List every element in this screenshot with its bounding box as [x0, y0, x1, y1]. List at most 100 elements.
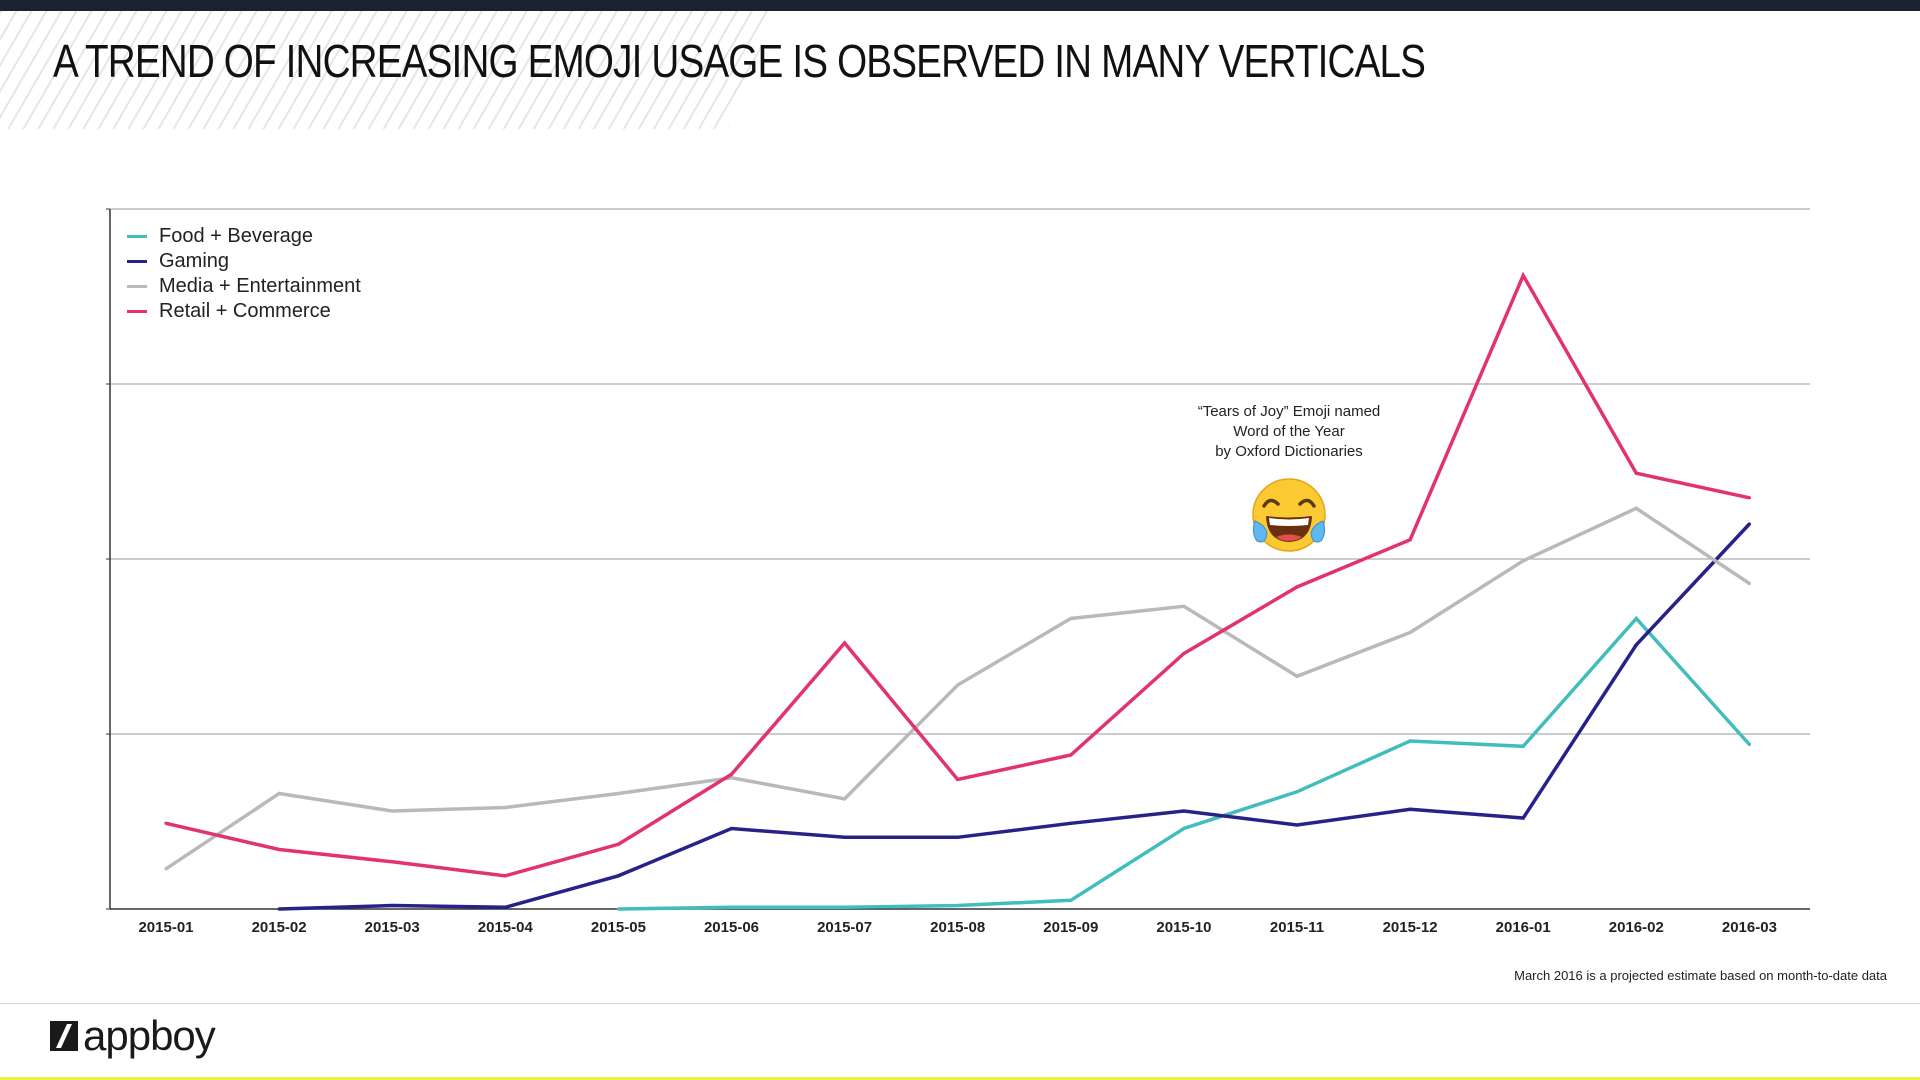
- legend-swatch-food-beverage: [127, 235, 147, 238]
- data-point-food-beverage-2015-08: [956, 903, 960, 908]
- data-point-gaming-2015-10: [1182, 809, 1186, 813]
- page-title: A TREND OF INCREASING EMOJI USAGE IS OBS…: [53, 35, 1426, 87]
- line-chart: 2015-01 2015-02 2015-03 2015-04 2015-05 2015-…: [106, 208, 1810, 936]
- legend-swatch-retail-commerce: [127, 310, 147, 313]
- legend-label-media-entertainment: Media + Entertainment: [159, 275, 361, 297]
- data-point-gaming-2015-08: [956, 835, 960, 839]
- data-point-retail-commerce-2015-04: [503, 874, 507, 878]
- tears-of-joy-emoji-icon: [1252, 478, 1326, 552]
- x-tick-label-2015-01: 2015-01: [138, 919, 193, 936]
- annotation-line-1: “Tears of Joy” Emoji named: [1197, 403, 1381, 420]
- data-point-media-entertainment-2015-11: [1295, 674, 1299, 678]
- legend-item-food-beverage: Food + Beverage: [127, 224, 361, 249]
- x-tick-label-2016-03: 2016-03: [1722, 919, 1777, 936]
- data-point-gaming-2015-09: [1069, 821, 1073, 825]
- data-point-gaming-2015-05: [616, 874, 621, 878]
- data-point-retail-commerce-2016-03: [1747, 496, 1751, 500]
- data-point-media-entertainment-2015-12: [1408, 630, 1412, 635]
- data-point-media-entertainment-2015-09: [1069, 616, 1073, 621]
- data-point-retail-commerce-2015-12: [1408, 538, 1412, 542]
- chart-legend: Food + Beverage Gaming Media + Entertain…: [127, 224, 361, 324]
- chart-annotation: “Tears of Joy” Emoji named Word of the Y…: [1139, 402, 1439, 462]
- data-point-retail-commerce-2015-02: [277, 847, 281, 852]
- legend-item-media-entertainment: Media + Entertainment: [127, 274, 361, 299]
- data-point-gaming-2015-04: [503, 905, 507, 909]
- data-point-gaming-2015-02: [277, 907, 281, 911]
- data-point-retail-commerce-2015-08: [956, 777, 960, 782]
- data-point-gaming-2016-03: [1747, 522, 1751, 526]
- x-tick-label-2015-06: 2015-06: [704, 919, 759, 936]
- top-bar: [0, 0, 1920, 11]
- x-tick-label-2016-01: 2016-01: [1496, 919, 1551, 936]
- x-tick-label-2015-07: 2015-07: [817, 919, 872, 936]
- data-point-retail-commerce-2015-07: [843, 641, 847, 645]
- data-point-retail-commerce-2016-01: [1521, 273, 1525, 278]
- data-point-food-beverage-2015-06: [729, 905, 734, 909]
- data-point-gaming-2015-07: [843, 835, 847, 839]
- footer-divider: [0, 1003, 1920, 1004]
- data-point-food-beverage-2016-01: [1521, 744, 1525, 748]
- data-point-retail-commerce-2015-03: [390, 860, 394, 864]
- appboy-logo-mark-icon: [50, 1021, 78, 1051]
- data-point-media-entertainment-2015-05: [616, 791, 621, 796]
- data-point-gaming-2015-12: [1408, 807, 1412, 811]
- data-point-retail-commerce-2015-09: [1069, 753, 1073, 757]
- x-tick-label-2015-02: 2015-02: [252, 919, 307, 936]
- data-point-retail-commerce-2015-10: [1182, 651, 1186, 656]
- data-point-media-entertainment-2015-10: [1182, 604, 1186, 608]
- data-point-retail-commerce-2015-05: [616, 842, 621, 846]
- legend-item-retail-commerce: Retail + Commerce: [127, 299, 361, 324]
- data-point-media-entertainment-2015-08: [956, 683, 960, 687]
- data-point-food-beverage-2015-05: [616, 907, 621, 911]
- data-point-gaming-2016-01: [1521, 816, 1525, 820]
- data-point-food-beverage-2015-12: [1408, 739, 1412, 743]
- bottom-accent-bar: [0, 1077, 1920, 1080]
- data-point-food-beverage-2015-09: [1069, 898, 1073, 902]
- header-hatch-pattern: [0, 11, 775, 129]
- data-point-food-beverage-2015-10: [1182, 826, 1186, 831]
- data-point-retail-commerce-2015-11: [1295, 585, 1299, 589]
- x-tick-label-2015-04: 2015-04: [478, 919, 534, 936]
- data-point-gaming-2015-11: [1295, 823, 1299, 827]
- data-point-retail-commerce-2016-02: [1634, 471, 1638, 475]
- data-point-gaming-2015-06: [729, 826, 734, 831]
- legend-swatch-gaming: [127, 260, 147, 263]
- data-point-food-beverage-2015-11: [1295, 790, 1299, 794]
- data-point-media-entertainment-2015-06: [729, 776, 734, 780]
- x-tick-label-2015-03: 2015-03: [365, 919, 420, 936]
- legend-label-gaming: Gaming: [159, 250, 230, 272]
- x-tick-label-2015-09: 2015-09: [1043, 919, 1098, 936]
- annotation-line-3: by Oxford Dictionaries: [1215, 443, 1363, 460]
- appboy-logo: appboy: [50, 1012, 216, 1060]
- x-tick-label-2015-05: 2015-05: [591, 919, 646, 936]
- data-point-food-beverage-2016-03: [1747, 742, 1751, 747]
- x-tick-label-2016-02: 2016-02: [1609, 919, 1664, 936]
- data-point-retail-commerce-2015-06: [729, 772, 734, 776]
- data-point-media-entertainment-2016-03: [1747, 581, 1751, 586]
- data-point-food-beverage-2015-07: [843, 905, 847, 909]
- data-point-gaming-2015-03: [390, 903, 394, 908]
- data-point-media-entertainment-2015-04: [503, 805, 507, 810]
- data-point-media-entertainment-2015-07: [843, 797, 847, 801]
- data-point-media-entertainment-2016-01: [1521, 559, 1525, 563]
- data-point-media-entertainment-2015-02: [277, 791, 281, 796]
- annotation-line-2: Word of the Year: [1233, 423, 1345, 440]
- footnote: March 2016 is a projected estimate based…: [1514, 968, 1887, 983]
- x-tick-label-2015-08: 2015-08: [930, 919, 985, 936]
- series-line-gaming: [279, 522, 1751, 911]
- x-tick-label-2015-11: 2015-11: [1270, 919, 1324, 936]
- logo-wordmark: appboy: [83, 1012, 216, 1059]
- x-tick-label-2015-10: 2015-10: [1156, 919, 1211, 936]
- series-line-media-entertainment: [165, 506, 1751, 871]
- data-point-media-entertainment-2015-01: [164, 867, 168, 871]
- data-point-gaming-2016-02: [1634, 643, 1638, 647]
- data-point-food-beverage-2016-02: [1634, 616, 1638, 621]
- data-point-retail-commerce-2015-01: [164, 821, 168, 825]
- x-tick-label-2015-12: 2015-12: [1383, 919, 1438, 936]
- series-line-retail-commerce: [165, 271, 1750, 878]
- legend-label-food-beverage: Food + Beverage: [159, 225, 313, 247]
- legend-item-gaming: Gaming: [127, 249, 361, 274]
- series-line-food-beverage: [618, 615, 1751, 911]
- legend-label-retail-commerce: Retail + Commerce: [159, 300, 331, 322]
- legend-swatch-media-entertainment: [127, 285, 147, 288]
